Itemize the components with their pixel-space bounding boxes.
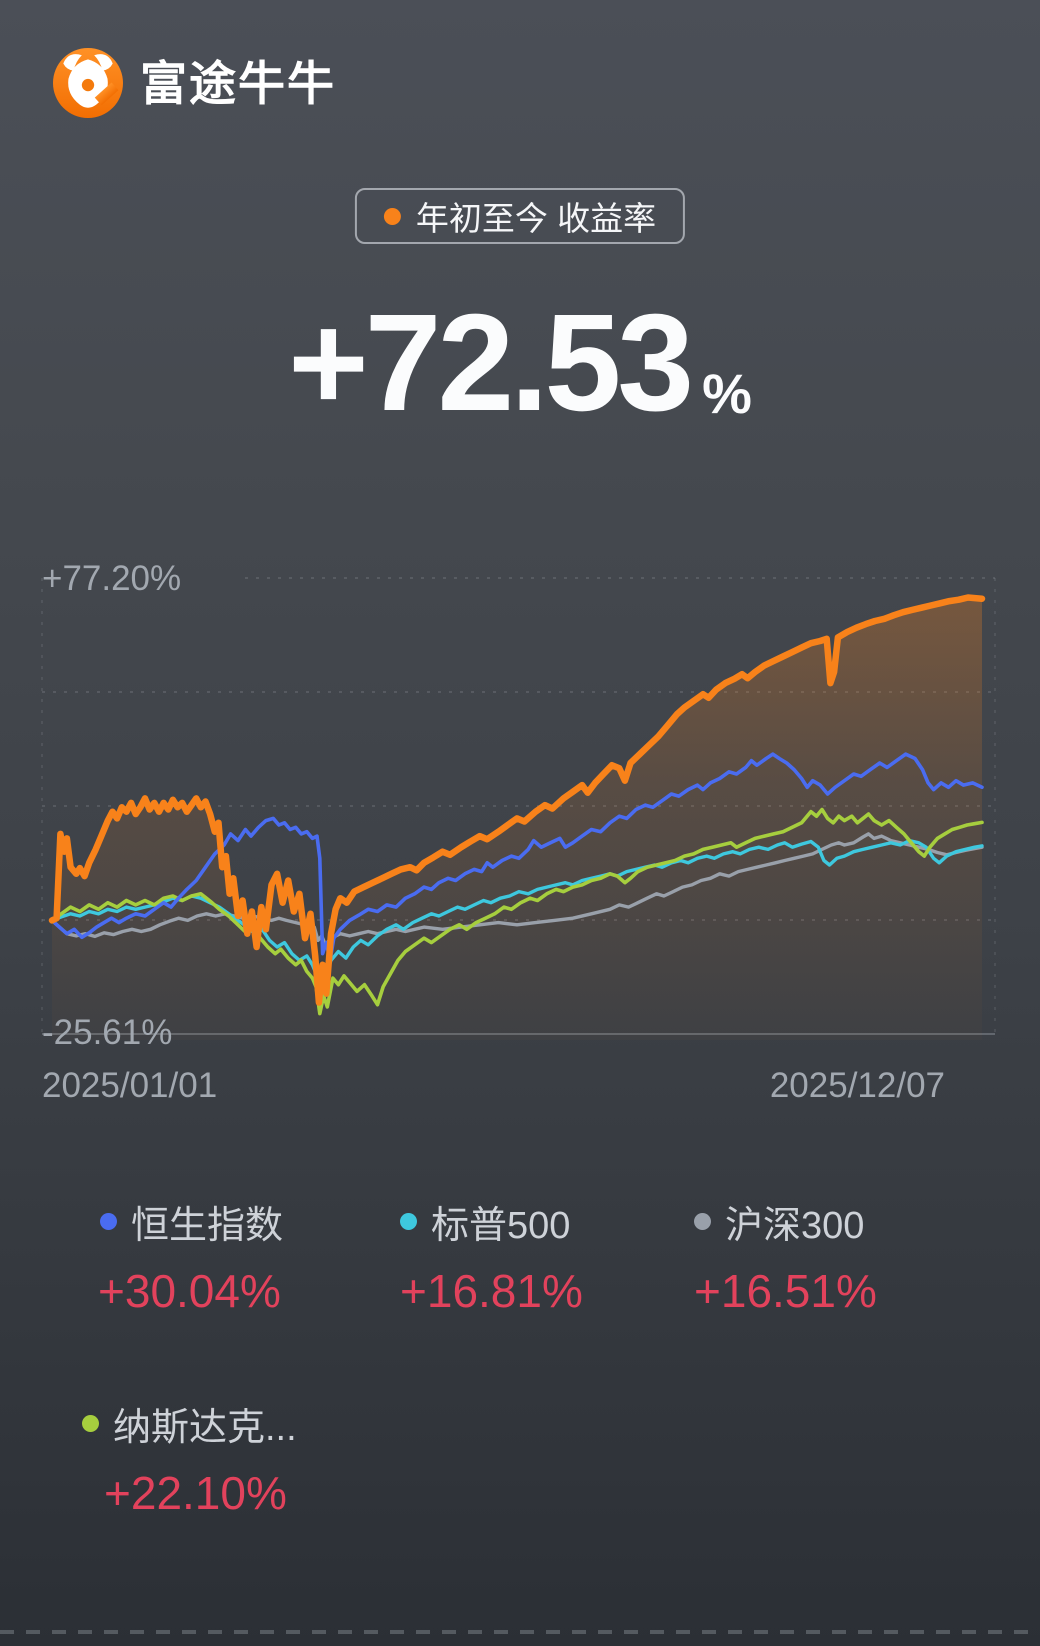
bottom-dashed-divider: [0, 1630, 1040, 1634]
headline-value: +72.53: [288, 286, 694, 440]
csi300-return-value: +16.51%: [694, 1265, 877, 1317]
y-axis-max-label: +77.20%: [42, 559, 182, 598]
legend-label: 沪深300: [725, 1205, 865, 1247]
app-logo: 富途牛牛: [53, 48, 336, 118]
x-axis-labels: 2025/01/01 2025/12/07: [42, 1066, 945, 1106]
nasdaq-dot-icon: [82, 1415, 99, 1432]
x-axis-end-date: 2025/12/07: [769, 1066, 945, 1105]
badge-label: 年初至今 收益率: [415, 200, 657, 237]
performance-chart: [41, 577, 996, 1040]
csi300-dot-icon: [694, 1213, 711, 1230]
legend-label: 标普500: [431, 1205, 571, 1247]
sp500-return-value: +16.81%: [400, 1265, 583, 1317]
headline-return: +72.53 %: [0, 294, 1040, 432]
x-axis-start-date: 2025/01/01: [42, 1066, 218, 1105]
ytd-return-badge[interactable]: 年初至今 收益率: [354, 188, 686, 244]
app-name: 富途牛牛: [140, 56, 336, 110]
legend-item-csi300[interactable]: 沪深300: [694, 1194, 864, 1249]
legend-item-hsi[interactable]: 恒生指数: [100, 1194, 283, 1249]
nasdaq-return-value: +22.10%: [104, 1467, 287, 1519]
hsi-dot-icon: [100, 1213, 117, 1230]
y-axis-min-label: -25.61%: [42, 1013, 173, 1052]
badge-dot-icon: [383, 207, 401, 225]
futu-bull-icon: [53, 48, 123, 118]
legend-item-sp500[interactable]: 标普500: [400, 1194, 570, 1249]
headline-unit: %: [702, 362, 752, 425]
legend-item-nasdaq[interactable]: 纳斯达克...: [82, 1396, 297, 1451]
legend-label: 纳斯达克...: [113, 1407, 297, 1449]
performance-chart-area: +77.20% -25.61% 2025/01/01 2025/12/07: [40, 545, 997, 1120]
sp500-dot-icon: [400, 1213, 417, 1230]
legend-label: 恒生指数: [131, 1205, 284, 1247]
hsi-return-value: +30.04%: [98, 1265, 281, 1317]
